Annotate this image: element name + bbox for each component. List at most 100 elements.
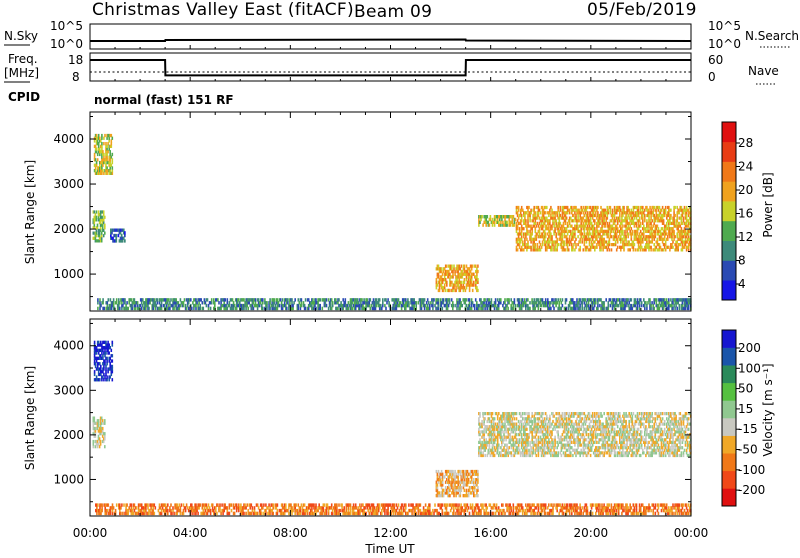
data-cell: [474, 304, 476, 307]
data-cell: [232, 298, 234, 301]
data-cell: [338, 503, 340, 506]
data-cell: [466, 298, 468, 301]
data-cell: [449, 301, 451, 304]
colorbar-segment: [722, 201, 736, 221]
data-cell: [172, 506, 174, 509]
data-cell: [149, 301, 151, 304]
data-cell: [112, 153, 114, 156]
data-cell: [496, 503, 498, 506]
data-cell: [369, 301, 371, 304]
data-cell: [206, 304, 208, 307]
data-cell: [653, 301, 655, 304]
data-cell: [443, 298, 445, 301]
data-cell: [202, 301, 204, 304]
data-cell: [674, 214, 676, 217]
data-cell: [594, 219, 596, 222]
data-cell: [629, 248, 631, 251]
data-cell: [545, 232, 547, 235]
data-cell: [603, 301, 605, 304]
data-cell: [181, 503, 183, 506]
data-cell: [459, 298, 461, 301]
data-cell: [533, 206, 535, 209]
data-cell: [109, 150, 111, 153]
data-cell: [495, 301, 497, 304]
data-cell: [279, 304, 281, 307]
data-cell: [331, 503, 333, 506]
data-cell: [216, 512, 218, 515]
data-cell: [131, 503, 133, 506]
data-cell: [550, 307, 552, 310]
data-cell: [382, 298, 384, 301]
colorbar-tick-label: 4: [738, 277, 746, 291]
freq-left-label-1: Freq.: [8, 52, 38, 66]
data-cell: [234, 512, 236, 515]
data-cell: [106, 357, 108, 360]
data-cell: [326, 298, 328, 301]
data-cell: [94, 417, 96, 420]
data-cell: [477, 278, 479, 281]
data-cell: [641, 301, 643, 304]
data-cell: [515, 218, 517, 221]
data-cell: [104, 419, 106, 422]
data-cell: [510, 506, 512, 509]
data-cell: [517, 248, 519, 251]
data-cell: [123, 503, 125, 506]
data-cell: [277, 503, 279, 506]
data-cell: [442, 503, 444, 506]
data-cell: [258, 298, 260, 301]
data-cell: [286, 307, 288, 310]
data-cell: [597, 206, 599, 209]
data-cell: [387, 298, 389, 301]
data-cell: [557, 298, 559, 301]
data-cell: [673, 230, 675, 233]
data-cell: [664, 298, 666, 301]
data-cell: [552, 298, 554, 301]
data-cell: [632, 230, 634, 233]
data-cell: [116, 298, 118, 301]
colorbar-segment: [722, 181, 736, 201]
noise-right-tick-top: 10^5: [708, 19, 741, 33]
freq-left-tick-bottom: 8: [72, 70, 80, 84]
data-cell: [591, 298, 593, 301]
data-cell: [427, 298, 429, 301]
data-cell: [487, 215, 489, 218]
data-cell: [104, 216, 106, 219]
data-cell: [644, 214, 646, 217]
data-cell: [441, 267, 443, 270]
data-cell: [155, 506, 157, 509]
data-cell: [97, 301, 99, 304]
data-cell: [361, 298, 363, 301]
data-cell: [315, 298, 317, 301]
data-cell: [343, 506, 345, 509]
data-cell: [102, 427, 104, 430]
data-cell: [219, 503, 221, 506]
data-cell: [102, 298, 104, 301]
data-cell: [301, 298, 303, 301]
data-cell: [108, 351, 110, 354]
data-cell: [262, 301, 264, 304]
data-cell: [262, 307, 264, 310]
data-cell: [523, 227, 525, 230]
noise-left-label: N.Sky: [4, 29, 38, 43]
data-cell: [277, 298, 279, 301]
data-cell: [497, 298, 499, 301]
data-cell: [446, 265, 448, 268]
data-cell: [530, 246, 532, 249]
data-cell: [619, 298, 621, 301]
colorbar-tick-label: 12: [738, 230, 753, 244]
data-cell: [191, 307, 193, 310]
data-cell: [647, 301, 649, 304]
data-cell: [608, 301, 610, 304]
data-cell: [136, 506, 138, 509]
data-cell: [199, 304, 201, 307]
data-cell: [649, 298, 651, 301]
colorbar-tick-label: 20: [738, 183, 753, 197]
data-cell: [104, 224, 106, 227]
data-cell: [304, 503, 306, 506]
data-cell: [550, 301, 552, 304]
data-cell: [394, 503, 396, 506]
data-cell: [528, 206, 530, 209]
data-cell: [572, 298, 574, 301]
date-label: 05/Feb/2019: [587, 0, 697, 20]
data-cell: [469, 512, 471, 515]
